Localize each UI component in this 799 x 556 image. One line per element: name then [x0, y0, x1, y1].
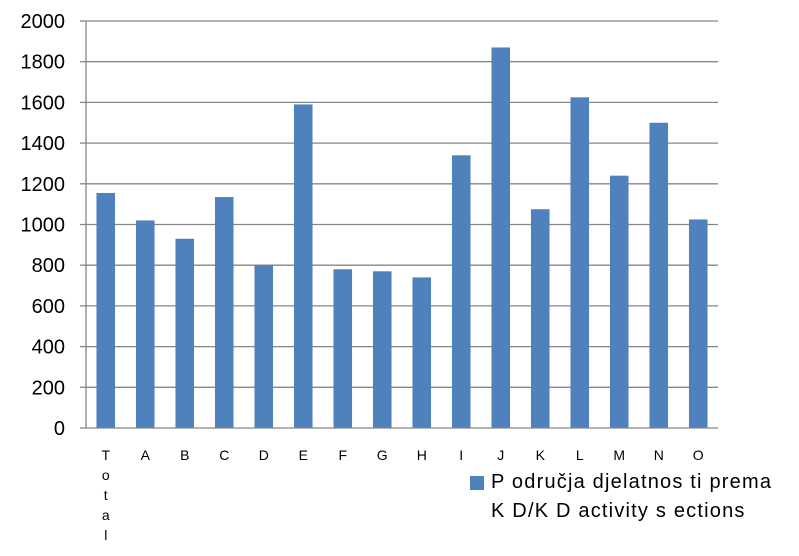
bar-m — [609, 175, 629, 428]
bar-k — [530, 209, 550, 428]
x-tick-label: B — [180, 447, 189, 463]
bar-n — [649, 122, 669, 428]
bar-o — [688, 219, 708, 428]
x-tick-label: L — [576, 447, 584, 463]
bar-l — [570, 97, 590, 428]
x-tick-label: A — [141, 447, 151, 463]
y-tick-label: 800 — [32, 255, 65, 277]
x-tick-label: M — [613, 447, 625, 463]
bar-b — [175, 238, 195, 428]
y-tick-label: 1200 — [21, 174, 66, 196]
y-tick-label: 1000 — [21, 215, 66, 237]
x-tick-label: K — [536, 447, 546, 463]
x-tick-label: F — [338, 447, 347, 463]
bar-g — [372, 271, 392, 428]
bar-c — [214, 197, 234, 428]
x-tick-label: D — [259, 447, 269, 463]
y-tick-label: 2000 — [21, 11, 66, 33]
y-tick-label: 1400 — [21, 133, 66, 155]
bar-d — [254, 265, 274, 428]
bars — [96, 47, 708, 429]
x-tick-label: C — [219, 447, 229, 463]
x-tick-label: O — [693, 447, 704, 463]
bar-h — [412, 277, 432, 428]
x-tick-label: E — [299, 447, 308, 463]
x-tick-label: I — [459, 447, 463, 463]
legend-swatch — [470, 476, 484, 490]
bar-f — [333, 269, 353, 428]
legend-label: P odručja djelatnos ti prema K D/K D act… — [491, 471, 773, 522]
y-tick-label: 400 — [32, 337, 65, 359]
x-tick-label: G — [377, 447, 388, 463]
y-tick-label: 1800 — [21, 52, 66, 74]
y-tick-label: 1600 — [21, 92, 66, 114]
x-tick-label: J — [497, 447, 504, 463]
bar-e — [293, 104, 313, 428]
bar-a — [135, 220, 155, 428]
y-tick-label: 0 — [54, 418, 65, 440]
x-tick-label: H — [417, 447, 427, 463]
axes — [80, 20, 718, 429]
bar-total — [96, 192, 116, 428]
y-tick-label: 600 — [32, 296, 65, 318]
bar-i — [451, 155, 471, 428]
x-tick-label: N — [654, 447, 664, 463]
bar-j — [491, 47, 511, 429]
y-tick-labels: 0 200 400 600 800 1000 1200 1400 1600 1800 2000 — [21, 11, 66, 440]
y-tick-label: 200 — [32, 377, 65, 399]
